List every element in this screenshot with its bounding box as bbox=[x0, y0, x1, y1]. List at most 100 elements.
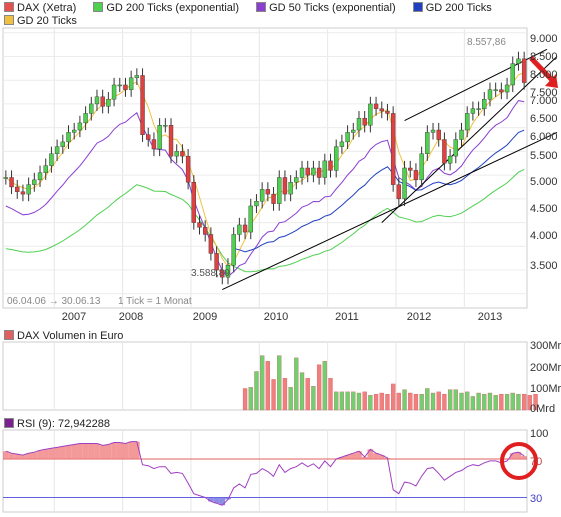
volume-bar bbox=[391, 383, 396, 411]
price-candle bbox=[499, 89, 504, 93]
price-candle bbox=[305, 167, 310, 176]
price-candle bbox=[504, 84, 510, 93]
price-candle bbox=[334, 146, 339, 171]
rsi-title: RSI (9): 72,942288 bbox=[4, 418, 110, 430]
price-candle bbox=[294, 177, 299, 183]
price-candle bbox=[197, 222, 202, 228]
price-candle bbox=[83, 113, 88, 124]
volume-bar bbox=[533, 393, 538, 411]
rsi-tick: 30 bbox=[530, 493, 543, 505]
volume-bar bbox=[465, 391, 470, 411]
volume-bar bbox=[362, 391, 367, 411]
volume-bar bbox=[334, 391, 339, 411]
price-candle bbox=[37, 172, 43, 181]
price-candle bbox=[3, 177, 9, 179]
price-candle bbox=[208, 234, 214, 254]
price-tick: 6.000 bbox=[530, 131, 558, 143]
rsi-overbought-fill bbox=[77, 443, 83, 459]
rsi-overbought-fill bbox=[521, 456, 527, 459]
price-candle bbox=[117, 84, 122, 87]
volume-bar bbox=[356, 392, 362, 411]
volume-panel-frame bbox=[2, 341, 528, 411]
volume-bar bbox=[385, 393, 390, 411]
volume-bar bbox=[487, 392, 493, 411]
legend-label: DAX (Xetra) bbox=[17, 2, 77, 14]
rsi-overbought-fill bbox=[122, 443, 129, 459]
rsi-overbought-fill bbox=[54, 447, 60, 459]
volume-bar bbox=[430, 392, 436, 411]
price-tick: 5.500 bbox=[530, 150, 558, 162]
price-candle bbox=[265, 189, 271, 195]
low-label: 3.588,89 bbox=[191, 268, 230, 279]
price-candle bbox=[111, 84, 117, 100]
volume-bar bbox=[345, 391, 350, 411]
price-tick: 4.500 bbox=[530, 203, 558, 215]
rsi-overbought-fill bbox=[48, 448, 55, 459]
year-tick: 2009 bbox=[192, 311, 218, 323]
price-candle bbox=[214, 253, 219, 271]
price-candle bbox=[26, 184, 31, 195]
volume-bar bbox=[408, 392, 413, 411]
volume-bar bbox=[368, 395, 373, 411]
price-candle bbox=[72, 129, 77, 133]
price-candle bbox=[237, 224, 242, 235]
price-candle bbox=[277, 177, 282, 204]
price-candle bbox=[339, 141, 345, 147]
price-candle bbox=[203, 227, 208, 235]
rsi-overbought-fill bbox=[94, 443, 100, 459]
price-candle bbox=[89, 103, 94, 114]
rsi-overbought-fill bbox=[515, 452, 522, 459]
rsi-overbought-fill bbox=[509, 453, 516, 459]
price-candle bbox=[9, 177, 14, 188]
volume-bar bbox=[527, 395, 532, 411]
legend-item-gd50-exp: GD 50 Ticks (exponential) bbox=[256, 2, 396, 14]
volume-bar bbox=[402, 389, 407, 411]
rsi-overbought-fill bbox=[82, 443, 89, 459]
volume-bar bbox=[328, 378, 333, 411]
rsi-overbought-fill bbox=[31, 452, 38, 459]
volume-title-label: DAX Volumen in Euro bbox=[17, 330, 124, 342]
price-candle bbox=[254, 201, 259, 207]
price-candle bbox=[163, 125, 168, 127]
volume-bar bbox=[419, 393, 424, 411]
price-tick: 6.500 bbox=[530, 113, 558, 125]
volume-bar bbox=[271, 379, 276, 411]
price-candle bbox=[311, 167, 316, 176]
volume-bar bbox=[311, 386, 316, 411]
volume-bar bbox=[379, 392, 384, 411]
rsi-overbought-fill bbox=[8, 453, 15, 459]
rsi-panel-frame bbox=[2, 429, 528, 513]
volume-bar bbox=[516, 393, 521, 411]
rsi-overbought-fill bbox=[128, 441, 134, 459]
price-candle bbox=[66, 132, 71, 143]
price-candle bbox=[231, 234, 236, 266]
price-candle bbox=[174, 151, 179, 157]
volume-bar bbox=[459, 392, 464, 411]
price-candle bbox=[15, 186, 20, 192]
price-candle bbox=[271, 193, 276, 204]
price-candle bbox=[123, 84, 128, 90]
price-candle bbox=[430, 129, 436, 133]
price-candle bbox=[49, 153, 54, 166]
rsi-tick: 100 bbox=[530, 428, 549, 440]
volume-bar bbox=[322, 361, 327, 411]
price-candle bbox=[316, 167, 322, 178]
price-candle bbox=[32, 179, 37, 185]
price-candle bbox=[106, 98, 111, 107]
price-candle bbox=[465, 113, 470, 131]
rsi-overbought-fill bbox=[356, 451, 362, 459]
legend-item-dax: DAX (Xetra) bbox=[4, 2, 76, 14]
price-tick: 8.500 bbox=[530, 51, 558, 63]
volume-bar bbox=[522, 393, 527, 411]
year-tick: 2008 bbox=[118, 311, 144, 323]
rsi-overbought-fill bbox=[105, 444, 112, 459]
price-candle bbox=[482, 98, 487, 109]
rsi-overbought-fill bbox=[378, 455, 385, 459]
rsi-oversold-fill bbox=[213, 497, 220, 504]
volume-tick: 300Mrd bbox=[530, 340, 561, 352]
legend-row-1: DAX (Xetra) GD 200 Ticks (exponential) G… bbox=[4, 2, 506, 14]
volume-bar bbox=[265, 361, 270, 411]
price-candle bbox=[248, 205, 253, 233]
price-candle bbox=[368, 103, 373, 126]
